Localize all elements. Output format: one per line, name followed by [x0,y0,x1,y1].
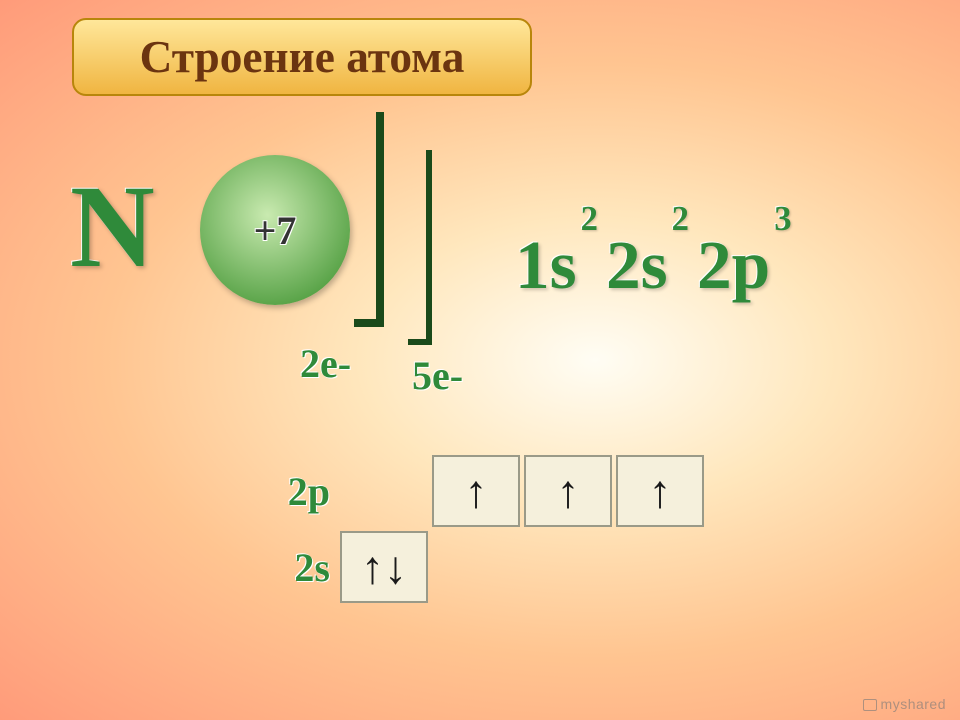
config-term-base: 2s [606,230,668,299]
orbital-cell: ↑ [616,455,704,527]
config-term-base: 2p [697,230,770,299]
electron-configuration: 1s22s22p3 [515,230,792,299]
shell-electron-count: 5e- [412,352,463,399]
nucleus-charge: +7 [254,207,297,254]
orbital-row-label: 2p [260,468,330,515]
watermark-text: myshared [881,696,946,712]
shell-electron-count: 2e- [300,340,351,387]
title-text: Строение атома [140,31,465,83]
nucleus-circle: +7 [200,155,350,305]
element-symbol: N [70,160,155,295]
watermark: myshared [863,696,946,712]
orbital-diagram: 2p↑↑↑2s↑↓ [260,455,708,607]
orbital-cell: ↑↓ [340,531,428,603]
title-box: Строение атома [72,18,532,96]
shell-bracket [408,150,432,345]
config-term-sup: 2 [581,202,598,237]
config-term-base: 1s [515,230,577,299]
orbital-row: 2p↑↑↑ [260,455,708,527]
config-term-sup: 3 [774,202,791,237]
orbital-cell: ↑ [432,455,520,527]
orbital-row-label: 2s [260,544,330,591]
orbital-cell: ↑ [524,455,612,527]
background [0,0,960,720]
watermark-icon [863,699,877,711]
shell-bracket [354,112,384,327]
config-term-sup: 2 [672,202,689,237]
orbital-row: 2s↑↓ [260,531,708,603]
